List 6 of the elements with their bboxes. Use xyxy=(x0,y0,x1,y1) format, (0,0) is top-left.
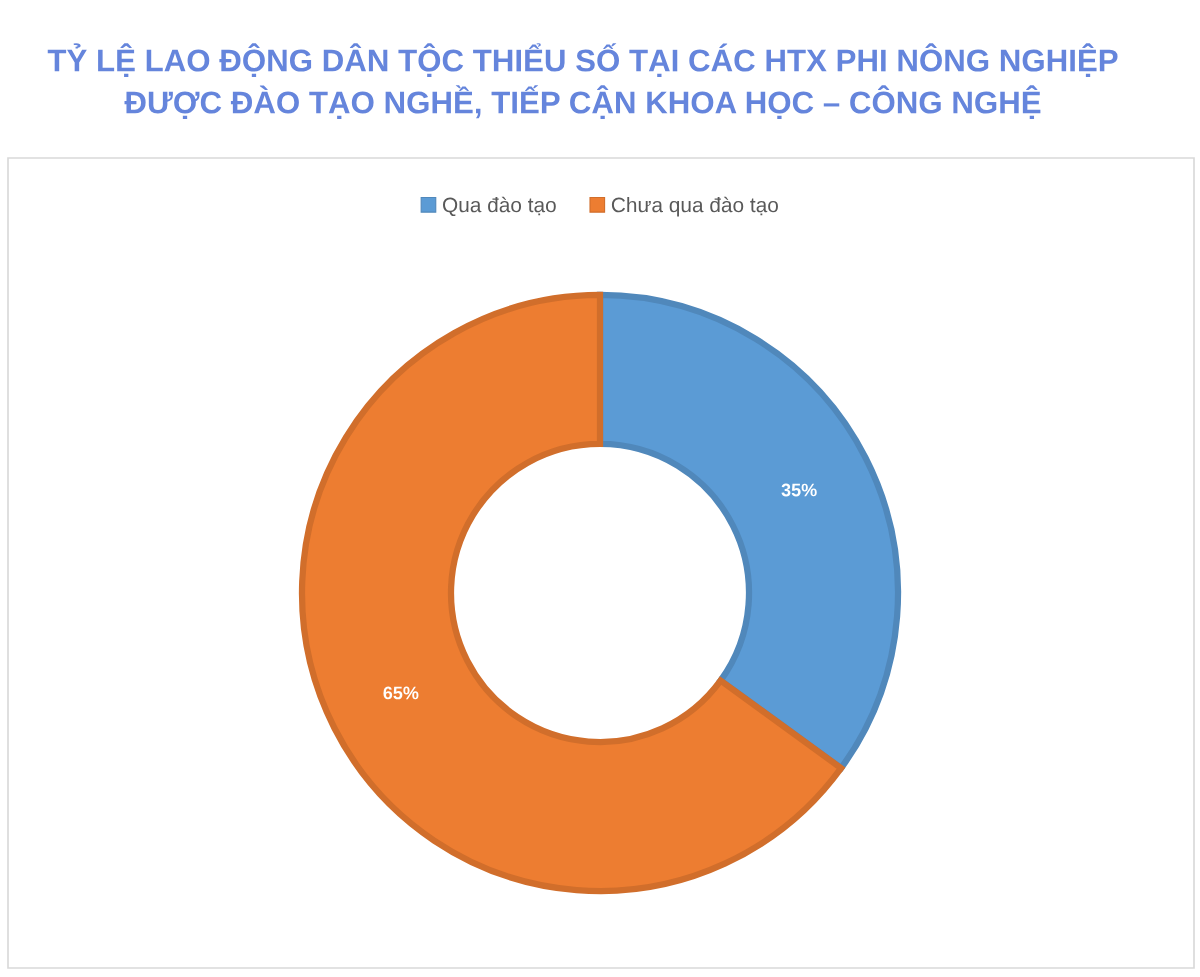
legend-label: Chưa qua đào tạo xyxy=(611,196,778,217)
donut-slice xyxy=(298,291,845,895)
data-label: 65% xyxy=(383,686,419,700)
data-label: 35% xyxy=(781,483,817,497)
chart-title: TỶ LỆ LAO ĐỘNG DÂN TỘC THIỂU SỐ TẠI CÁC HTX PHI NÔNG NGHIỆP ĐƯỢC ĐÀO TẠO NGHỀ, TIẾP CẬN KHOA HỌC – CÔNG NGHỆ xyxy=(47,43,1118,119)
legend-label: Qua đào tạo xyxy=(442,196,556,217)
